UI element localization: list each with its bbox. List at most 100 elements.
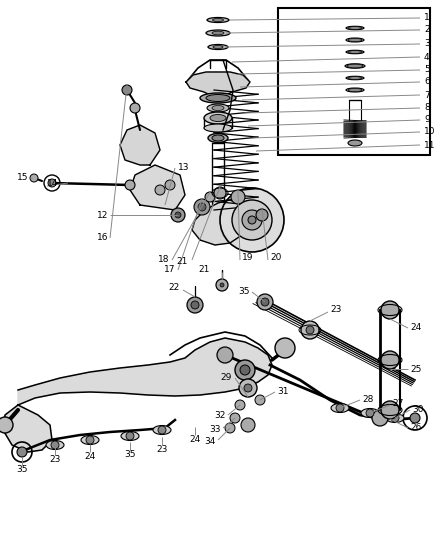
Text: 32: 32 xyxy=(215,411,226,421)
Text: 30: 30 xyxy=(412,405,424,414)
Text: 29: 29 xyxy=(221,373,232,382)
Text: 3: 3 xyxy=(424,39,430,49)
Ellipse shape xyxy=(213,45,223,49)
Ellipse shape xyxy=(207,104,229,112)
Circle shape xyxy=(220,188,284,252)
Text: 5: 5 xyxy=(424,66,430,75)
Text: 1: 1 xyxy=(424,13,430,22)
Text: 2: 2 xyxy=(424,26,430,35)
Text: 7: 7 xyxy=(424,91,430,100)
Text: 27: 27 xyxy=(392,400,403,408)
Circle shape xyxy=(256,209,268,221)
Text: 35: 35 xyxy=(124,450,136,459)
Text: 23: 23 xyxy=(156,445,168,454)
Ellipse shape xyxy=(208,44,228,50)
Ellipse shape xyxy=(212,106,224,110)
Text: 21: 21 xyxy=(198,265,210,274)
Circle shape xyxy=(122,85,132,95)
Circle shape xyxy=(171,208,185,222)
Circle shape xyxy=(17,447,27,457)
Circle shape xyxy=(381,401,399,419)
Circle shape xyxy=(86,436,94,444)
Polygon shape xyxy=(120,125,160,165)
Circle shape xyxy=(230,413,240,423)
Ellipse shape xyxy=(200,93,236,103)
Text: 18: 18 xyxy=(158,255,169,264)
Circle shape xyxy=(48,179,56,187)
Ellipse shape xyxy=(348,38,362,42)
Ellipse shape xyxy=(204,124,232,132)
Circle shape xyxy=(235,400,245,410)
Ellipse shape xyxy=(204,112,232,124)
Circle shape xyxy=(336,404,344,412)
Circle shape xyxy=(244,384,252,392)
Circle shape xyxy=(301,321,319,339)
Text: 23: 23 xyxy=(330,305,341,314)
Ellipse shape xyxy=(346,88,364,92)
Ellipse shape xyxy=(348,77,362,79)
Ellipse shape xyxy=(212,31,224,35)
Text: 6: 6 xyxy=(424,77,430,86)
Circle shape xyxy=(255,395,265,405)
Text: 24: 24 xyxy=(410,324,421,333)
Text: 8: 8 xyxy=(424,103,430,112)
Circle shape xyxy=(410,413,420,423)
Circle shape xyxy=(225,423,235,433)
Text: 33: 33 xyxy=(209,424,221,433)
Circle shape xyxy=(155,185,165,195)
Text: 20: 20 xyxy=(270,254,281,262)
Text: 26: 26 xyxy=(410,424,421,432)
Circle shape xyxy=(198,203,206,211)
Text: 34: 34 xyxy=(205,437,216,446)
Circle shape xyxy=(231,190,245,204)
Ellipse shape xyxy=(346,38,364,42)
Circle shape xyxy=(220,283,224,287)
Circle shape xyxy=(242,210,262,230)
Circle shape xyxy=(130,103,140,113)
Circle shape xyxy=(366,409,374,417)
Text: 24: 24 xyxy=(189,435,201,444)
Ellipse shape xyxy=(348,140,362,146)
Text: 10: 10 xyxy=(424,127,435,136)
Text: 22: 22 xyxy=(169,284,180,293)
Ellipse shape xyxy=(361,408,379,417)
Ellipse shape xyxy=(346,50,364,54)
Circle shape xyxy=(158,426,166,434)
Text: 12: 12 xyxy=(97,211,108,220)
Ellipse shape xyxy=(348,51,362,53)
Circle shape xyxy=(241,418,255,432)
Ellipse shape xyxy=(346,26,364,30)
Circle shape xyxy=(51,441,59,449)
Text: 25: 25 xyxy=(410,365,421,374)
Circle shape xyxy=(381,351,399,369)
Ellipse shape xyxy=(331,403,349,413)
Ellipse shape xyxy=(208,133,228,142)
Circle shape xyxy=(0,417,13,433)
Ellipse shape xyxy=(121,432,139,440)
Circle shape xyxy=(257,294,273,310)
Text: 9: 9 xyxy=(424,116,430,125)
Circle shape xyxy=(261,298,269,306)
Circle shape xyxy=(217,347,233,363)
Text: 28: 28 xyxy=(362,394,373,403)
Circle shape xyxy=(214,187,226,199)
Ellipse shape xyxy=(347,64,363,68)
Text: 19: 19 xyxy=(242,254,254,262)
Circle shape xyxy=(381,301,399,319)
Polygon shape xyxy=(130,165,185,210)
Circle shape xyxy=(30,174,38,182)
Circle shape xyxy=(391,414,399,422)
Ellipse shape xyxy=(210,115,226,122)
Polygon shape xyxy=(186,72,250,95)
Circle shape xyxy=(194,199,210,215)
Text: 15: 15 xyxy=(17,174,28,182)
Circle shape xyxy=(275,338,295,358)
Ellipse shape xyxy=(346,76,364,80)
Ellipse shape xyxy=(348,88,362,92)
Ellipse shape xyxy=(212,135,224,141)
Ellipse shape xyxy=(206,94,230,101)
Text: 23: 23 xyxy=(49,455,61,464)
Polygon shape xyxy=(192,200,244,245)
Text: 13: 13 xyxy=(178,164,190,173)
Text: 35: 35 xyxy=(239,287,250,295)
